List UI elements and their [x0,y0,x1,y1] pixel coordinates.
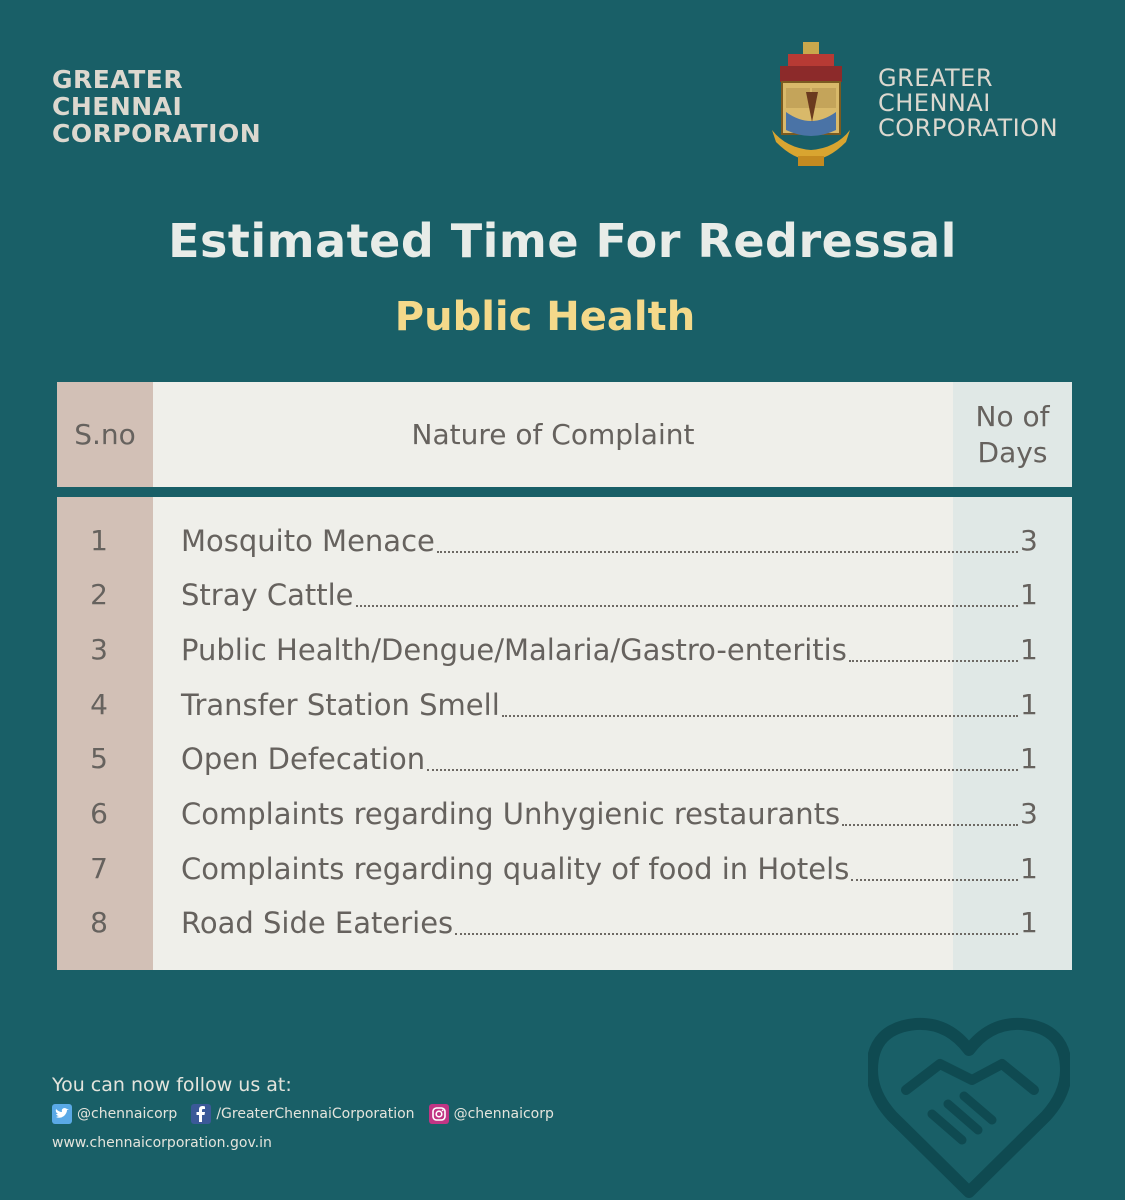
row-leader-dots [455,933,1018,935]
row-complaint: Open Defecation [181,742,426,776]
page-subtitle: Public Health [394,294,696,340]
row-sno: 6 [90,797,108,830]
row-sno: 8 [90,906,108,939]
table-row: 4 Transfer Station Smell 1 [57,685,1072,725]
twitter-link[interactable]: @chennaicorp [52,1104,177,1124]
row-leader-dots [436,551,1018,553]
days-column-bg [953,497,1072,970]
facebook-handle: /GreaterChennaiCorporation [216,1106,415,1122]
row-sno: 1 [90,524,108,557]
row-sno: 3 [90,633,108,666]
row-days: 1 [1020,906,1038,939]
row-days: 1 [1020,688,1038,721]
row-days: 1 [1020,742,1038,775]
row-leader-dots [427,769,1018,771]
row-sno: 4 [90,688,108,721]
row-complaint: Road Side Eateries [181,906,454,940]
row-days: 1 [1020,852,1038,885]
row-days: 3 [1020,797,1038,830]
row-leader-dots [848,660,1018,662]
twitter-icon [52,1104,72,1124]
brand-line: CHENNAI [878,89,991,117]
page-title: Estimated Time For Redressal [168,214,957,268]
social-links: @chennaicorp /GreaterChennaiCorporation … [52,1104,568,1124]
brand-line: CORPORATION [52,119,262,148]
brand-line: GREATER [52,65,184,94]
table-row: 3 Public Health/Dengue/Malaria/Gastro-en… [57,630,1072,670]
table-row: 8 Road Side Eateries 1 [57,903,1072,943]
row-complaint: Complaints regarding quality of food in … [181,852,850,886]
instagram-icon [428,1104,449,1124]
table-row: 6 Complaints regarding Unhygienic restau… [57,794,1072,834]
row-days: 1 [1020,578,1038,611]
row-complaint: Complaints regarding Unhygienic restaura… [181,797,841,831]
table-row: 5 Open Defecation 1 [57,739,1072,779]
header-nature: Nature of Complaint [411,418,695,451]
table-row: 1 Mosquito Menace 3 [57,521,1072,561]
brand-line: CHENNAI [52,92,183,121]
brand-wordmark-right: GREATER CHENNAI CORPORATION [878,66,1058,141]
brand-line: CORPORATION [878,114,1059,142]
brand-line: GREATER [878,64,993,92]
table-header: S.no Nature of Complaint No of Days [57,382,1072,487]
brand-wordmark-left: GREATER CHENNAI CORPORATION [52,66,261,147]
table-row: 7 Complaints regarding quality of food i… [57,849,1072,889]
row-sno: 7 [90,852,108,885]
twitter-handle: @chennaicorp [77,1106,178,1122]
instagram-link[interactable]: @chennaicorp [428,1104,554,1124]
follow-us-text: You can now follow us at: [52,1074,292,1096]
row-leader-dots [501,715,1018,717]
header-days-line: No of [975,399,1050,433]
header-days: No of Days [953,382,1072,487]
table-row: 2 Stray Cattle 1 [57,575,1072,615]
instagram-handle: @chennaicorp [453,1106,554,1122]
row-sno: 2 [90,578,108,611]
row-days: 1 [1020,633,1038,666]
row-days: 3 [1020,524,1038,557]
row-complaint: Public Health/Dengue/Malaria/Gastro-ente… [181,633,847,667]
row-complaint: Stray Cattle [181,578,354,612]
row-leader-dots [355,605,1018,607]
table-body: 1 Mosquito Menace 3 2 Stray Cattle 1 3 P… [57,497,1072,970]
sno-column-bg [57,497,153,970]
row-leader-dots [851,879,1018,881]
facebook-link[interactable]: /GreaterChennaiCorporation [191,1104,415,1124]
emblem-icon [772,42,850,166]
facebook-icon [191,1104,212,1124]
website-link[interactable]: www.chennaicorporation.gov.in [52,1135,272,1151]
row-leader-dots [842,824,1018,826]
row-sno: 5 [90,742,108,775]
header-days-line: Days [977,435,1048,469]
row-complaint: Mosquito Menace [181,524,435,558]
row-complaint: Transfer Station Smell [181,688,500,722]
header-sno: S.no [57,382,153,487]
heart-handshake-icon [868,1017,1070,1198]
